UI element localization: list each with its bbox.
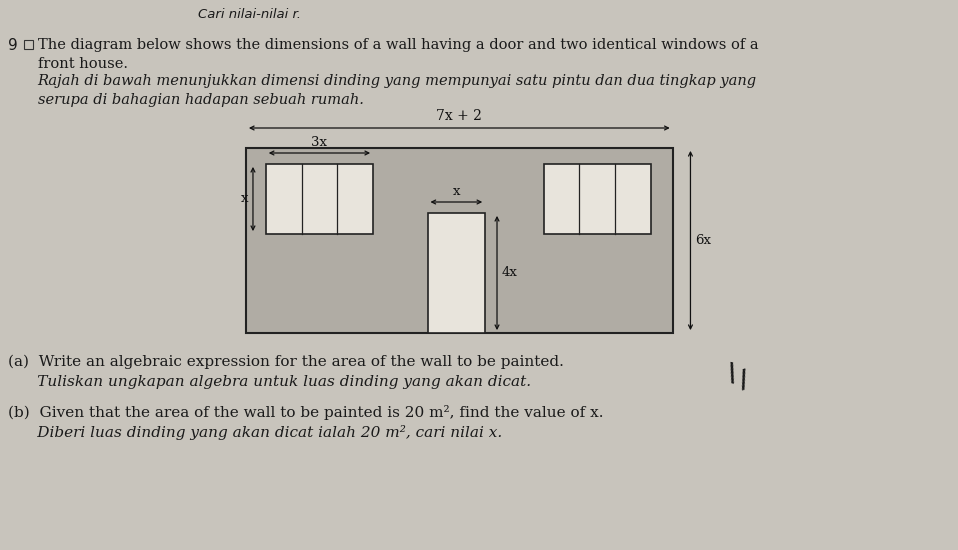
Text: x: x	[240, 192, 248, 206]
Text: x: x	[452, 185, 460, 198]
Text: 6x: 6x	[696, 234, 712, 247]
Text: 3x: 3x	[311, 136, 328, 149]
Text: (a)  Write an algebraic expression for the area of the wall to be painted.: (a) Write an algebraic expression for th…	[8, 355, 564, 370]
Text: Diberi luas dinding yang akan dicat ialah 20 m², cari nilai x.: Diberi luas dinding yang akan dicat iala…	[8, 425, 502, 440]
Text: front house.: front house.	[37, 57, 127, 71]
Text: 9: 9	[8, 38, 17, 53]
Text: (b)  Given that the area of the wall to be painted is 20 m², find the value of x: (b) Given that the area of the wall to b…	[8, 405, 604, 420]
Bar	[246, 148, 673, 333]
Text: Rajah di bawah menunjukkan dimensi dinding yang mempunyai satu pintu dan dua tin: Rajah di bawah menunjukkan dimensi dindi…	[37, 74, 757, 88]
Bar	[266, 164, 373, 234]
Text: Cari nilai-nilai r.: Cari nilai-nilai r.	[198, 8, 302, 21]
Text: Tuliskan ungkapan algebra untuk luas dinding yang akan dicat.: Tuliskan ungkapan algebra untuk luas din…	[8, 375, 531, 389]
Text: 7x + 2: 7x + 2	[437, 109, 482, 123]
Bar	[24, 40, 33, 49]
Bar	[427, 213, 485, 333]
Bar	[543, 164, 650, 234]
Text: serupa di bahagian hadapan sebuah rumah.: serupa di bahagian hadapan sebuah rumah.	[37, 93, 364, 107]
Text: 4x: 4x	[502, 267, 518, 279]
Text: The diagram below shows the dimensions of a wall having a door and two identical: The diagram below shows the dimensions o…	[37, 38, 759, 52]
Text: /: /	[736, 367, 751, 393]
Text: \: \	[724, 360, 740, 386]
